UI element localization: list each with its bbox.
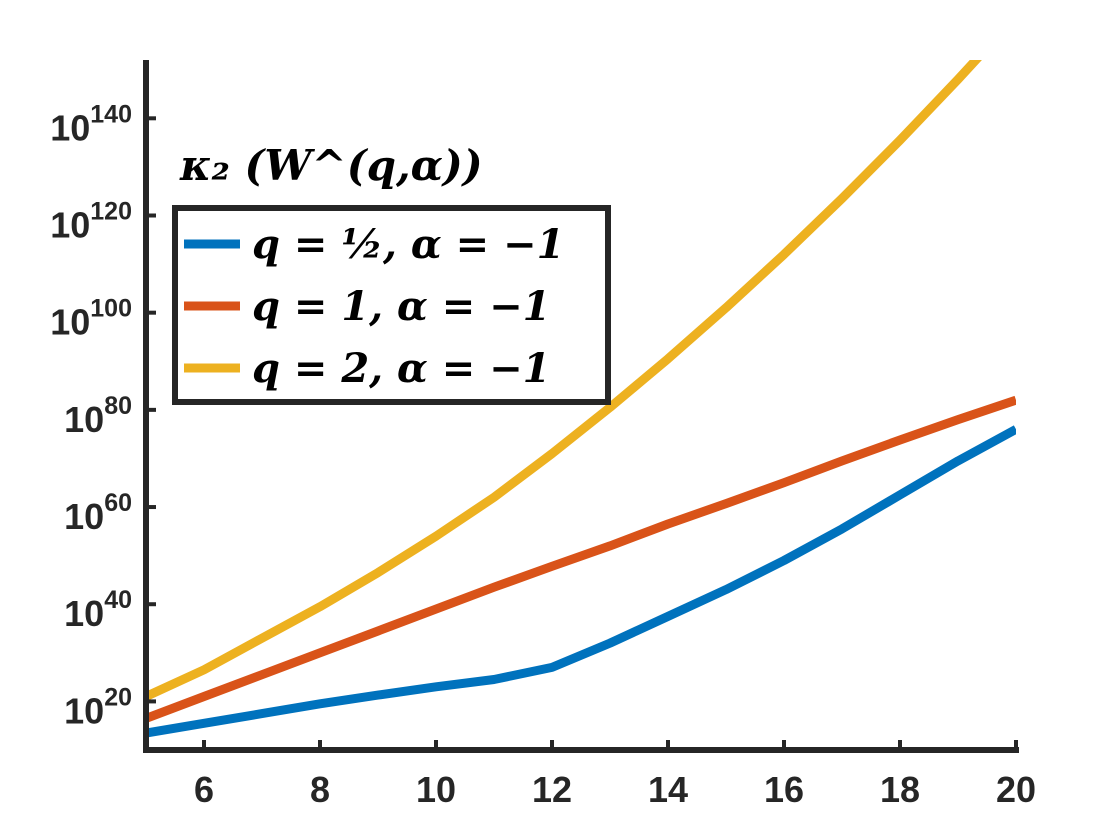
- y-tick-label: 10120: [50, 197, 132, 245]
- y-tick-base: 10: [50, 302, 90, 343]
- series-line-2: [146, 395, 1016, 723]
- y-tick-exponent: 60: [104, 489, 132, 517]
- x-tick-label: 16: [764, 769, 804, 810]
- y-tick-label: 1020: [64, 683, 132, 731]
- y-tick-label: 1040: [64, 586, 132, 634]
- legend-label-1: q = ½, α = −1: [252, 221, 564, 268]
- y-tick-exponent: 140: [90, 100, 132, 128]
- y-tick-base: 10: [64, 690, 104, 731]
- y-tick-label: 10100: [50, 295, 132, 343]
- y-tick-exponent: 40: [104, 586, 132, 614]
- legend-label-2: q = 1, α = −1: [252, 283, 551, 330]
- x-tick-label: 18: [880, 769, 920, 810]
- x-tick-label: 20: [996, 769, 1036, 810]
- x-tick-label: 12: [532, 769, 572, 810]
- legend-title: κ₂ (W^(q,α)): [179, 141, 483, 190]
- axes: 6 8 10 12 14 16 18 2010201040106010801010010120…: [50, 60, 1036, 810]
- legend-label-3: q = 2, α = −1: [252, 345, 551, 392]
- y-tick-exponent: 100: [90, 295, 132, 323]
- y-tick-base: 10: [64, 593, 104, 634]
- x-tick-label: 14: [648, 769, 688, 810]
- legend: κ₂ (W^(q,α)) q = ½, α = −1 q = 1, α = −1 q …: [172, 141, 611, 405]
- y-tick-base: 10: [50, 204, 90, 245]
- series-layer: [146, 60, 1016, 738]
- y-tick-exponent: 120: [90, 197, 132, 225]
- y-tick-exponent: 80: [104, 392, 132, 420]
- y-tick-label: 10140: [50, 100, 132, 148]
- y-tick-base: 10: [64, 496, 104, 537]
- y-tick-label: 1060: [64, 489, 132, 537]
- x-tick-label: 10: [416, 769, 456, 810]
- series-line-3: [146, 60, 982, 701]
- y-tick-base: 10: [64, 399, 104, 440]
- legend-box: [172, 205, 611, 405]
- series-line-1: [146, 425, 1016, 738]
- x-tick-label: 6: [194, 769, 214, 810]
- x-tick-label: 8: [310, 769, 330, 810]
- y-tick-base: 10: [50, 107, 90, 148]
- y-tick-label: 1080: [64, 392, 132, 440]
- y-tick-exponent: 20: [104, 683, 132, 711]
